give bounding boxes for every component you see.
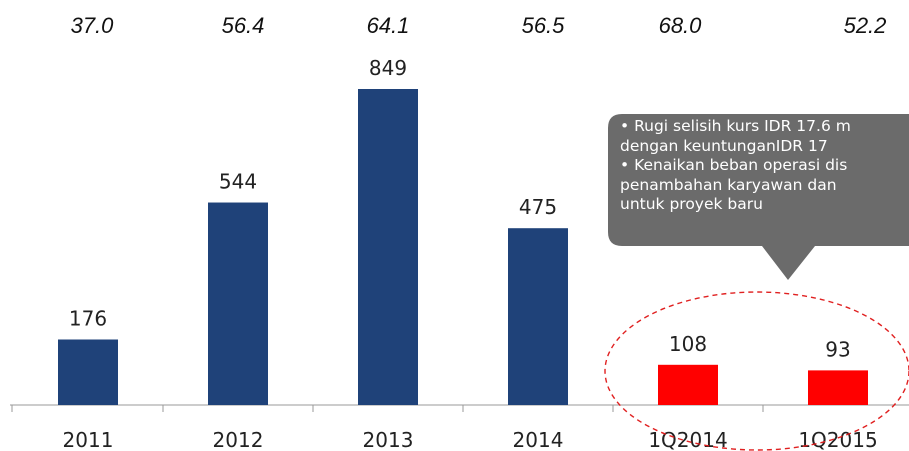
bar-value-label: 475	[519, 195, 557, 219]
x-tick-label: 2012	[213, 428, 264, 451]
bar-2012	[208, 202, 268, 405]
top-margin-value: 37.0	[71, 13, 115, 38]
x-tick-label: 2014	[513, 428, 564, 451]
highlight-ellipse	[604, 291, 909, 451]
bar-1Q2015	[808, 370, 868, 405]
top-margin-value: 68.0	[659, 13, 703, 38]
bar-2013	[358, 89, 418, 405]
bar-2011	[58, 339, 118, 405]
labels-layer: 17620115442012849201347520141081Q2014931…	[63, 13, 887, 451]
callout-text-line: • Kenaikan beban operasi dis	[620, 156, 847, 174]
bar-value-label: 176	[69, 306, 107, 330]
callout-text-line: untuk proyek baru	[620, 195, 763, 213]
x-tick-label: 2011	[63, 428, 114, 451]
top-margin-value: 56.4	[222, 13, 265, 38]
bar-value-label: 108	[669, 332, 707, 356]
callout-bubble	[608, 114, 909, 280]
bar-value-label: 93	[825, 337, 850, 361]
x-tick-label: 2013	[363, 428, 414, 451]
top-margin-value: 56.5	[522, 13, 566, 38]
bar-value-label: 849	[369, 56, 407, 80]
x-tick-label: 1Q2015	[798, 428, 877, 451]
bar-1Q2014	[658, 364, 718, 405]
bar-2014	[508, 228, 568, 405]
top-margin-value: 52.2	[844, 13, 887, 38]
axis-layer	[10, 404, 909, 412]
bar-value-label: 544	[219, 170, 257, 194]
callout-text-line: penambahan karyawan dan	[620, 176, 837, 194]
callout-text-line: dengan keuntunganIDR 17	[620, 137, 828, 155]
callout-layer: • Rugi selisih kurs IDR 17.6 m dengan ke…	[604, 114, 909, 451]
top-margin-value: 64.1	[367, 13, 410, 38]
callout-text-line: • Rugi selisih kurs IDR 17.6 m	[620, 117, 851, 135]
bars-layer	[58, 89, 868, 405]
